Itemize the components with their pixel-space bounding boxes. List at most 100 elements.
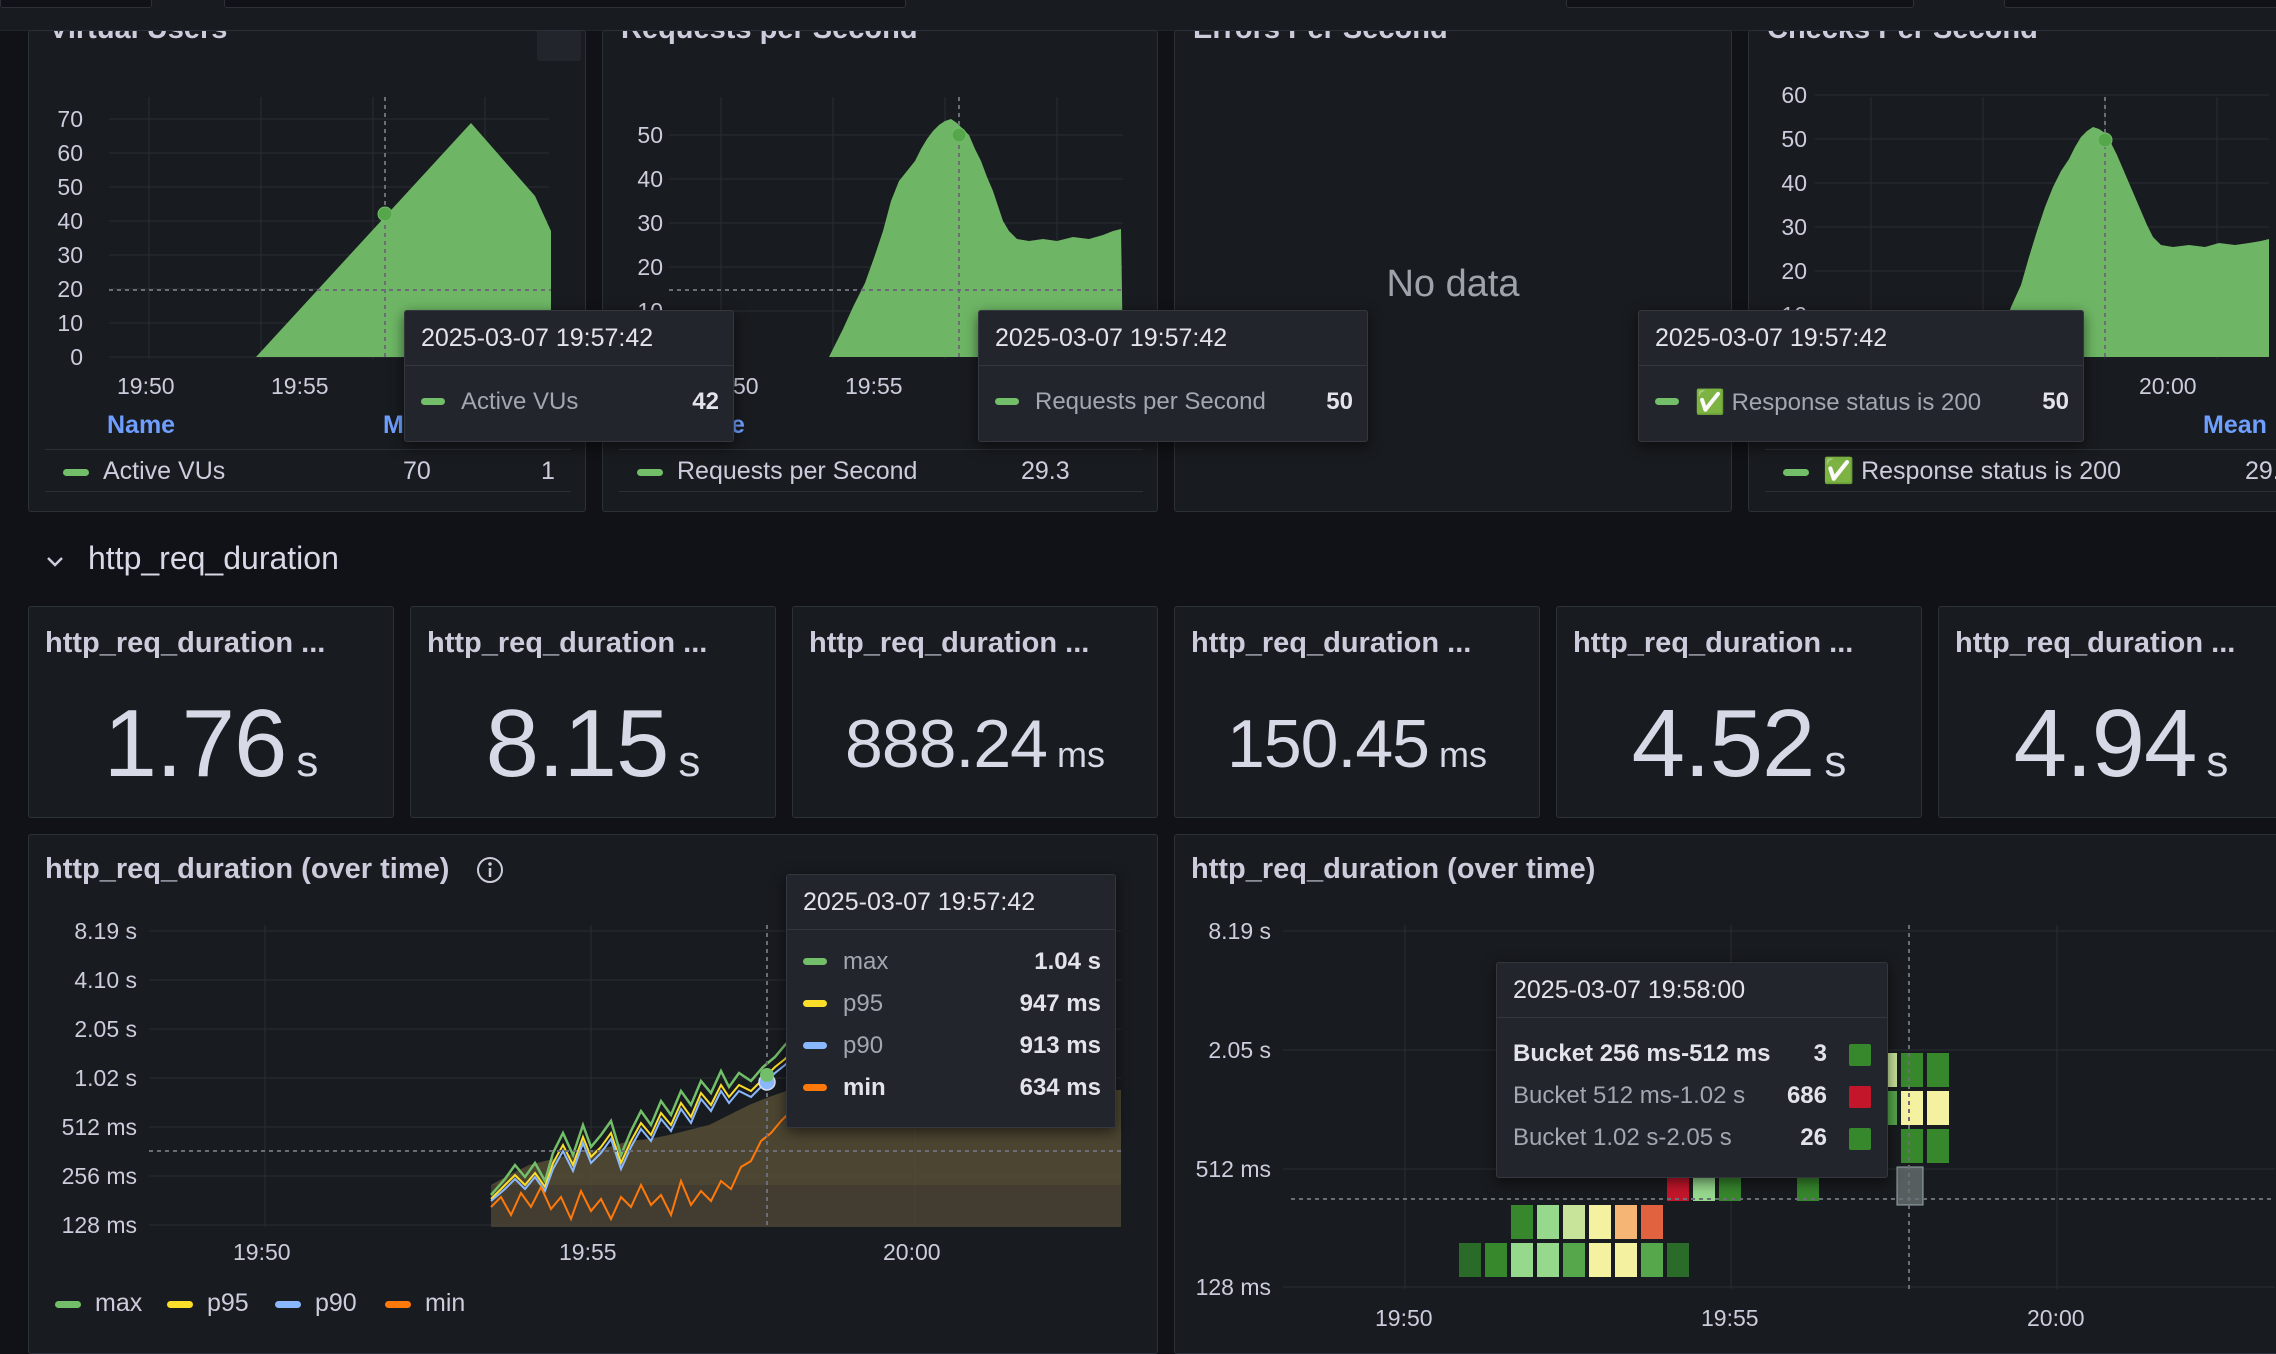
tooltip-time: 2025-03-07 19:57:42 bbox=[787, 875, 1115, 930]
y-tick: 40 bbox=[57, 208, 83, 234]
bucket-color-swatch bbox=[1849, 1086, 1871, 1108]
series-p95-line bbox=[490, 1048, 796, 1200]
no-data-message: No data bbox=[1386, 263, 1520, 305]
stat-title: http_req_duration ... bbox=[45, 627, 326, 659]
section-title[interactable]: http_req_duration bbox=[88, 540, 339, 576]
tooltip-label: max bbox=[843, 948, 889, 975]
time-picker[interactable] bbox=[1566, 0, 1914, 8]
info-icon[interactable] bbox=[475, 855, 505, 890]
section-collapse-chevron-icon[interactable] bbox=[46, 544, 64, 575]
vus-chart bbox=[109, 97, 551, 359]
active-vus-area bbox=[256, 123, 551, 357]
y-tick: 10 bbox=[57, 310, 83, 336]
stat-panel-4[interactable]: http_req_duration ... 150.45 ms bbox=[1174, 606, 1540, 818]
y-tick: 0 bbox=[70, 344, 83, 370]
tooltip-label: p90 bbox=[843, 1032, 884, 1059]
legend-header-name[interactable]: Name bbox=[107, 411, 176, 439]
stat-panel-5[interactable]: http_req_duration ... 4.52 s bbox=[1556, 606, 1922, 818]
panel-title: Checks Per Second bbox=[1767, 31, 2038, 46]
heatmap-cell bbox=[1511, 1243, 1533, 1277]
stat-unit: ms bbox=[1056, 734, 1105, 775]
tooltip-label: Active VUs bbox=[461, 388, 579, 415]
stat-value: 150.45 bbox=[1227, 706, 1430, 782]
y-tick: 60 bbox=[57, 140, 83, 166]
y-tick: 20 bbox=[57, 276, 83, 302]
stat-unit: s bbox=[1824, 737, 1847, 786]
tooltip-value: 634 ms bbox=[1019, 1074, 1101, 1101]
series-p90-line bbox=[490, 1054, 796, 1202]
stat-unit: ms bbox=[1438, 734, 1487, 775]
legend-divider bbox=[45, 449, 571, 450]
legend-divider bbox=[1765, 491, 2276, 492]
x-tick: 20:00 bbox=[883, 1239, 941, 1265]
heatmap-cell bbox=[1485, 1243, 1507, 1277]
stat-panel-3[interactable]: http_req_duration ... 888.24 ms bbox=[792, 606, 1158, 818]
heatmap-cell bbox=[1641, 1243, 1663, 1277]
tooltip-response-status: 2025-03-07 19:57:42 ✅ Response status is… bbox=[1638, 310, 2084, 442]
heatmap-cell bbox=[1901, 1091, 1923, 1125]
variable-input[interactable] bbox=[224, 0, 906, 8]
tooltip-label: min bbox=[843, 1074, 886, 1101]
tooltip-value: 686 bbox=[1786, 1082, 1827, 1109]
y-tick: 128 ms bbox=[61, 1212, 137, 1238]
stat-title: http_req_duration ... bbox=[427, 627, 708, 659]
tooltip-label: Bucket 512 ms-1.02 s bbox=[1513, 1082, 1746, 1109]
y-tick: 50 bbox=[57, 174, 83, 200]
tooltip-label: Bucket 256 ms-512 ms bbox=[1513, 1040, 1771, 1067]
y-tick: 8.19 s bbox=[1208, 918, 1271, 944]
stat-panel-6[interactable]: http_req_duration ... 4.94 s bbox=[1938, 606, 2276, 818]
legend-mean-value: 29.3 bbox=[1021, 457, 1070, 485]
legend-item-p90[interactable]: p90 bbox=[275, 1289, 357, 1318]
legend-item-response-status[interactable]: ✅ Response status is 200 bbox=[1783, 457, 2121, 486]
legend-header-max[interactable]: M bbox=[383, 411, 404, 439]
tooltip-label: Bucket 1.02 s-2.05 s bbox=[1513, 1124, 1732, 1151]
stat-panel-1[interactable]: http_req_duration ... 1.76 s bbox=[28, 606, 394, 818]
panel-title: http_req_duration (over time) bbox=[1191, 853, 1596, 885]
y-tick: 1.02 s bbox=[74, 1065, 137, 1091]
refresh-picker[interactable] bbox=[2004, 0, 2276, 8]
heatmap-cell bbox=[1563, 1243, 1585, 1277]
y-tick: 512 ms bbox=[61, 1114, 137, 1140]
legend-label: Response status is 200 bbox=[1861, 457, 2121, 485]
duration-lines-chart bbox=[149, 925, 1121, 1227]
x-tick: 19:50 bbox=[1375, 1305, 1433, 1331]
stat-value: 4.52 bbox=[1631, 690, 1816, 797]
bucket-color-swatch bbox=[1849, 1044, 1871, 1066]
legend-item-p95[interactable]: p95 bbox=[167, 1289, 249, 1318]
legend-label: Active VUs bbox=[103, 457, 226, 485]
heatmap-cell bbox=[1927, 1053, 1949, 1087]
tooltip-requests-per-second: 2025-03-07 19:57:42 Requests per Second 5… bbox=[978, 310, 1368, 442]
heatmap-cell bbox=[1511, 1205, 1533, 1239]
stat-title: http_req_duration ... bbox=[1955, 627, 2236, 659]
heatmap-cell bbox=[1589, 1243, 1611, 1277]
legend-divider bbox=[619, 491, 1143, 492]
tooltip-value: 42 bbox=[692, 388, 719, 415]
panel-menu-button[interactable] bbox=[537, 31, 581, 61]
y-tick: 30 bbox=[1781, 214, 1807, 240]
tooltip-value: 50 bbox=[2042, 388, 2069, 415]
legend-item-max[interactable]: max bbox=[55, 1289, 142, 1318]
heatmap-cell bbox=[1615, 1205, 1637, 1239]
legend-item-active-vus[interactable]: Active VUs bbox=[63, 457, 225, 486]
tooltip-time: 2025-03-07 19:57:42 bbox=[979, 311, 1367, 366]
tooltip-active-vus: 2025-03-07 19:57:42 Active VUs 42 bbox=[404, 310, 734, 442]
legend-header-name[interactable]: e bbox=[731, 411, 745, 439]
stat-value: 1.76 bbox=[103, 690, 288, 797]
legend-header-mean[interactable]: Mean bbox=[2203, 411, 2267, 439]
heatmap-cell bbox=[1927, 1091, 1949, 1125]
heatmap-cell bbox=[1901, 1053, 1923, 1087]
stat-panel-2[interactable]: http_req_duration ... 8.15 s bbox=[410, 606, 776, 818]
x-tick: 19:55 bbox=[1701, 1305, 1759, 1331]
stat-unit: s bbox=[296, 737, 319, 786]
legend-item-min[interactable]: min bbox=[385, 1289, 465, 1318]
checks-area bbox=[1997, 127, 2269, 357]
y-tick: 50 bbox=[637, 122, 663, 148]
variable-picker[interactable] bbox=[0, 0, 152, 8]
panel-title: Errors Per Second bbox=[1193, 31, 1448, 46]
heatmap-cell bbox=[1459, 1243, 1481, 1277]
y-tick: 70 bbox=[57, 106, 83, 132]
y-tick: 20 bbox=[637, 254, 663, 280]
legend-item-requests-per-second[interactable]: Requests per Second bbox=[637, 457, 917, 486]
tooltip-value: 1.04 s bbox=[1034, 948, 1101, 975]
panel-title: http_req_duration (over time) bbox=[45, 853, 450, 885]
